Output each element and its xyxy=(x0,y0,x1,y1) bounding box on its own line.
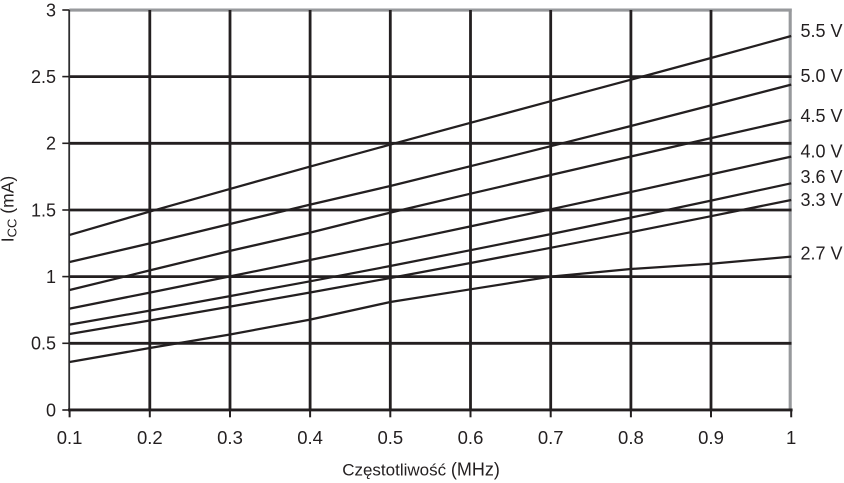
svg-text:2.5: 2.5 xyxy=(31,67,56,87)
svg-text:0: 0 xyxy=(46,400,56,420)
svg-text:4.5 V: 4.5 V xyxy=(801,106,843,126)
svg-text:1: 1 xyxy=(786,427,796,448)
svg-text:0.3: 0.3 xyxy=(217,427,243,448)
svg-text:2: 2 xyxy=(46,134,56,154)
svg-text:0.9: 0.9 xyxy=(698,427,724,448)
svg-text:5.5 V: 5.5 V xyxy=(801,21,843,41)
svg-text:0.7: 0.7 xyxy=(538,427,564,448)
svg-text:0.5: 0.5 xyxy=(31,334,56,354)
svg-text:0.2: 0.2 xyxy=(137,427,163,448)
svg-text:3.6 V: 3.6 V xyxy=(801,167,843,187)
svg-text:Częstotliwość (MHz): Częstotliwość (MHz) xyxy=(342,460,500,480)
svg-text:1: 1 xyxy=(46,267,56,287)
svg-text:0.8: 0.8 xyxy=(618,427,644,448)
svg-text:1.5: 1.5 xyxy=(31,200,56,220)
svg-text:0.1: 0.1 xyxy=(57,427,83,448)
svg-text:3.3 V: 3.3 V xyxy=(801,190,843,210)
svg-text:2.7 V: 2.7 V xyxy=(801,244,843,264)
svg-text:ICC (mA): ICC (mA) xyxy=(0,176,20,242)
svg-text:4.0 V: 4.0 V xyxy=(801,141,843,161)
svg-text:5.0 V: 5.0 V xyxy=(801,66,843,86)
svg-text:3: 3 xyxy=(46,0,56,20)
svg-text:0.4: 0.4 xyxy=(297,427,323,448)
svg-text:0.6: 0.6 xyxy=(458,427,484,448)
svg-text:0.5: 0.5 xyxy=(377,427,403,448)
